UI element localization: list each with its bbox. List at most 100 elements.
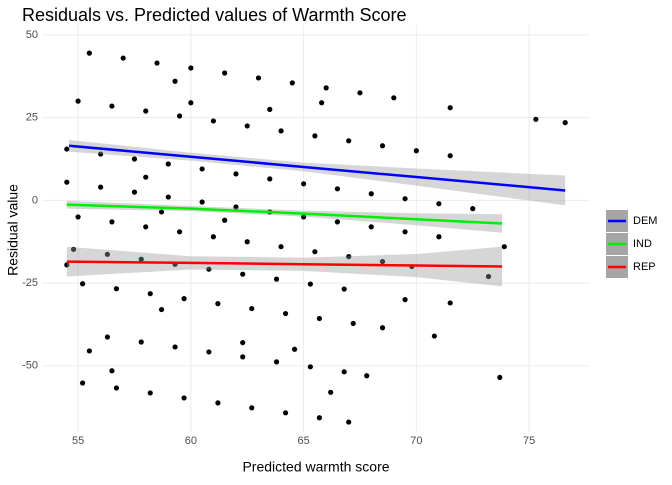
point [312, 249, 318, 255]
point [267, 106, 273, 112]
point [113, 286, 120, 292]
point [75, 98, 81, 104]
point [165, 194, 171, 200]
point [181, 296, 187, 302]
trend-line [66, 203, 503, 225]
point [222, 217, 228, 223]
point [206, 349, 212, 355]
point [447, 300, 453, 306]
point [215, 301, 221, 307]
point [104, 251, 110, 257]
point [109, 368, 115, 374]
point [447, 105, 453, 111]
point [282, 310, 289, 317]
point [346, 138, 352, 144]
point [316, 315, 322, 322]
y-axis-label: Residual value [5, 184, 21, 276]
point [79, 380, 86, 386]
point [413, 148, 419, 154]
y-tick-label: 50 [26, 29, 38, 41]
point [240, 271, 246, 277]
point [86, 50, 92, 56]
point [86, 348, 92, 354]
point [158, 306, 165, 313]
point [341, 286, 347, 292]
chart-title: Residuals vs. Predicted values of Warmth… [22, 5, 407, 25]
trend-line [68, 144, 566, 192]
point [273, 276, 280, 282]
point [323, 85, 329, 91]
point [233, 171, 239, 177]
point [328, 389, 334, 395]
point [120, 55, 126, 61]
point [143, 224, 149, 230]
point [222, 70, 228, 76]
point [379, 143, 386, 149]
point [64, 146, 70, 152]
point [109, 219, 115, 225]
point [307, 281, 313, 287]
confidence-band [69, 139, 566, 206]
point [470, 206, 476, 212]
point [131, 189, 138, 195]
point [206, 266, 212, 272]
point [64, 262, 70, 268]
point [291, 346, 298, 352]
point [176, 113, 183, 119]
point [312, 133, 318, 139]
trend-line [66, 260, 503, 268]
x-tick-label: 75 [523, 435, 535, 447]
point [307, 364, 313, 370]
point [273, 359, 280, 365]
point [341, 369, 347, 375]
point [368, 191, 374, 197]
point [138, 256, 144, 262]
point [364, 373, 370, 379]
point [199, 199, 205, 205]
point [79, 281, 86, 287]
confidence-band [66, 246, 503, 287]
point [240, 340, 246, 346]
point [533, 116, 539, 122]
point [210, 234, 216, 240]
point [210, 118, 216, 124]
point [316, 415, 322, 421]
x-tick-label: 60 [185, 435, 197, 447]
point [188, 65, 194, 71]
point [176, 229, 183, 235]
point [562, 120, 568, 126]
legend-label: REP [633, 261, 656, 273]
point [368, 224, 374, 230]
point [278, 128, 284, 134]
point [278, 244, 284, 250]
point [300, 214, 307, 220]
point [379, 325, 386, 331]
point [346, 419, 352, 425]
point [75, 214, 81, 220]
point [244, 123, 250, 129]
point [431, 333, 437, 339]
point [300, 181, 307, 187]
point [131, 156, 138, 162]
point [154, 60, 160, 66]
point [249, 405, 255, 411]
point [501, 244, 507, 250]
point [113, 385, 120, 391]
legend-label: IND [633, 238, 652, 250]
point [436, 234, 442, 240]
point [402, 196, 408, 202]
point [334, 186, 341, 192]
point [98, 184, 104, 190]
point [199, 166, 205, 172]
point [436, 201, 442, 207]
point [70, 246, 77, 252]
point [447, 153, 453, 159]
point [346, 254, 352, 260]
x-tick-label: 55 [72, 435, 84, 447]
point [497, 374, 503, 381]
point [98, 151, 104, 157]
y-tick-label: 25 [26, 112, 38, 124]
x-axis-label: Predicted warmth score [242, 459, 389, 475]
point [240, 354, 246, 360]
point [402, 229, 408, 235]
